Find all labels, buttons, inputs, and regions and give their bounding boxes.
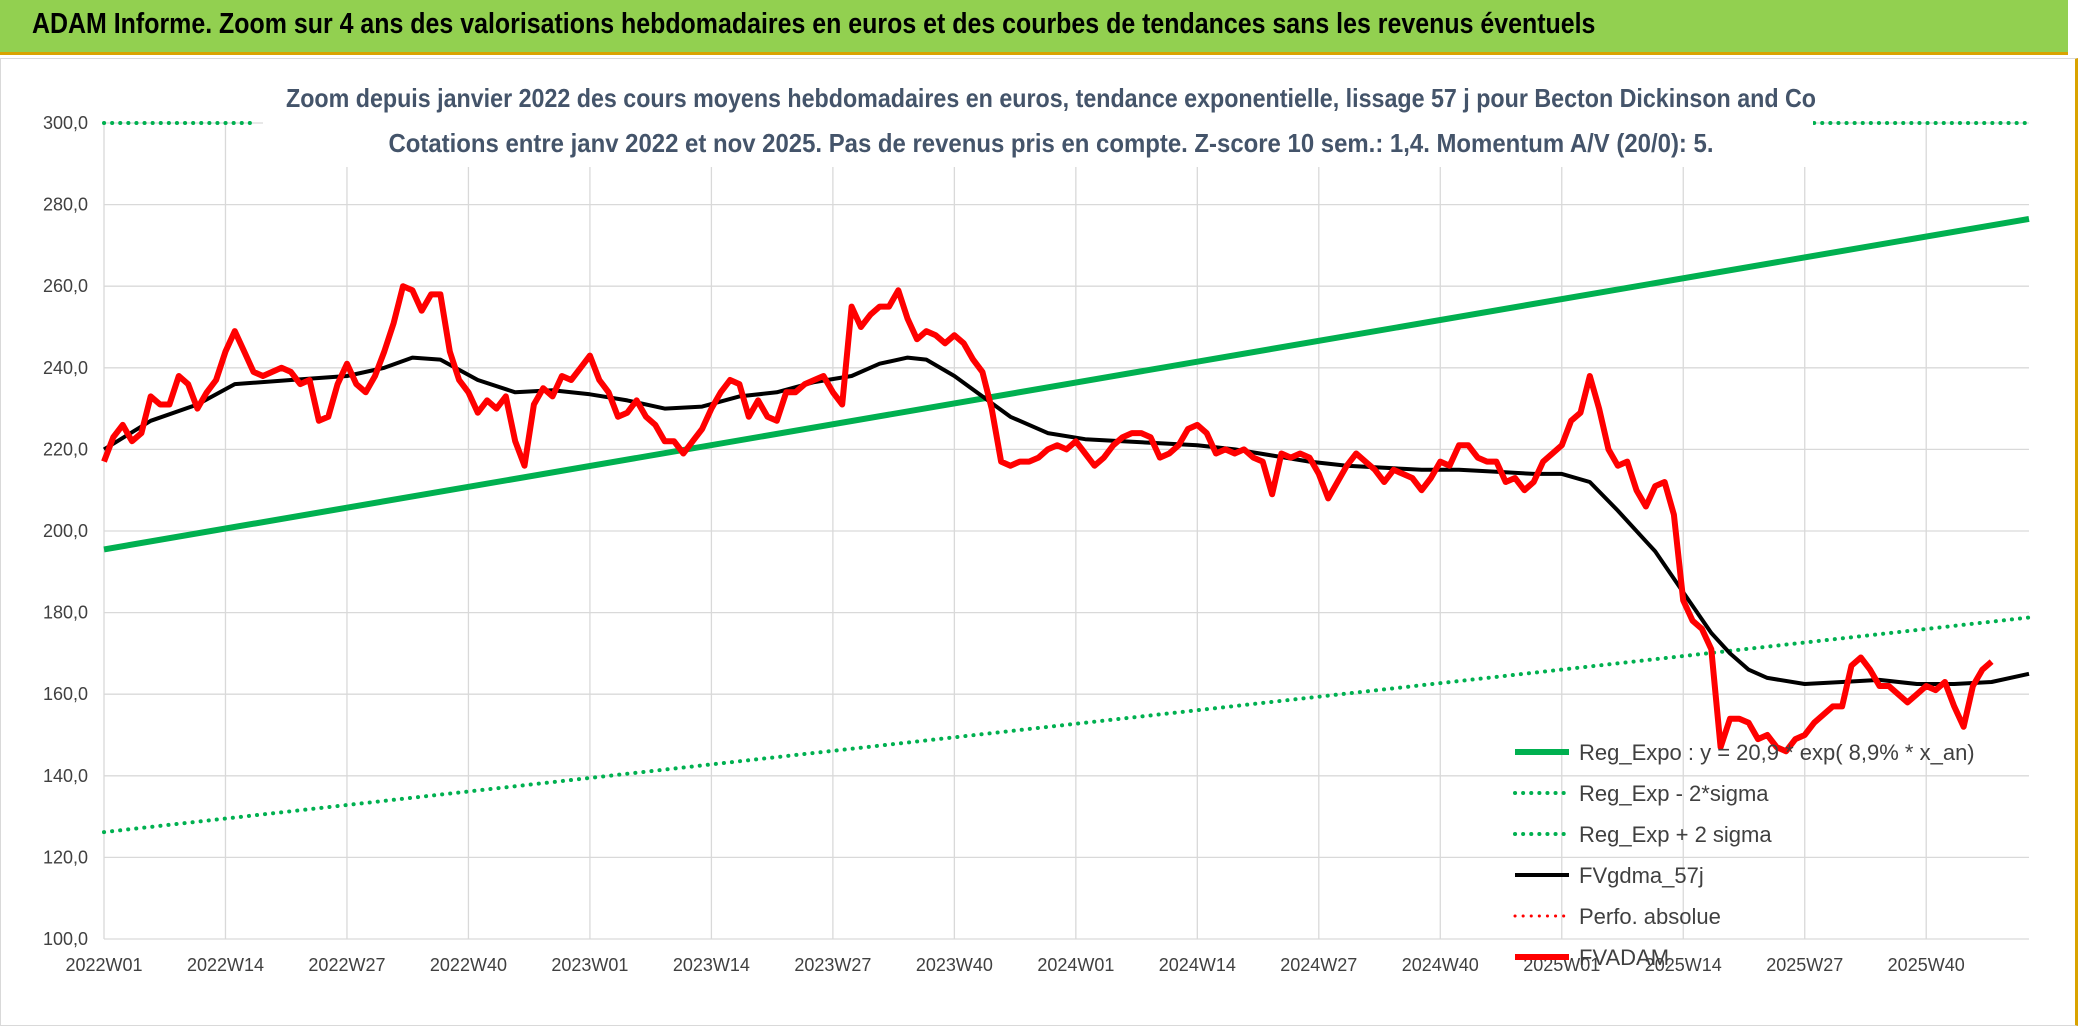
title-banner: ADAM Informe. Zoom sur 4 ans des valoris…: [0, 0, 2068, 55]
y-tick-label: 120,0: [43, 847, 88, 867]
y-tick-label: 180,0: [43, 603, 88, 623]
x-tick-label: 2024W01: [1037, 955, 1114, 975]
x-tick-label: 2023W40: [916, 955, 993, 975]
x-tick-label: 2025W14: [1645, 955, 1722, 975]
chart-title: Zoom depuis janvier 2022 des cours moyen…: [286, 83, 1816, 113]
series-line-0: [103, 215, 2030, 553]
x-tick-label: 2024W40: [1402, 955, 1479, 975]
x-tick-label: 2022W01: [65, 955, 142, 975]
legend-label: FVgdma_57j: [1579, 863, 1704, 888]
series-line-3: [102, 355, 2030, 686]
y-tick-label: 200,0: [43, 521, 88, 541]
chart-area: 300,0 280,0 260,0 240,0 220,0 200,0 180,0 160,0…: [0, 58, 2078, 1026]
banner-title: ADAM Informe. Zoom sur 4 ans des valoris…: [32, 8, 1596, 40]
x-tick-label: 2023W14: [673, 955, 750, 975]
y-tick-label: 100,0: [43, 929, 88, 949]
gridlines: [103, 122, 2029, 940]
line-chart: 300,0 280,0 260,0 240,0 220,0 200,0 180,0 160,0…: [43, 63, 2031, 975]
legend-label: Reg_Exp - 2*sigma: [1579, 781, 1769, 806]
x-tick-label: 2024W27: [1280, 955, 1357, 975]
y-tick-label: 160,0: [43, 684, 88, 704]
chart-subtitle: Cotations entre janv 2022 et nov 2025. P…: [389, 128, 1714, 158]
y-tick-label: 140,0: [43, 766, 88, 786]
y-tick-label: 260,0: [43, 276, 88, 296]
x-tick-label: 2025W27: [1766, 955, 1843, 975]
x-tick-label: 2022W14: [187, 955, 264, 975]
x-axis-ticks: 2022W01 2022W14 2022W27 2022W40 2023W01 2023W…: [65, 955, 1964, 975]
x-tick-label: 2023W27: [794, 955, 871, 975]
x-tick-label: 2025W40: [1888, 955, 1965, 975]
y-tick-label: 280,0: [43, 195, 88, 215]
y-tick-label: 240,0: [43, 358, 88, 378]
x-tick-label: 2024W14: [1159, 955, 1236, 975]
series-line-1: [102, 615, 2031, 835]
series-lines: [101, 121, 2031, 835]
legend-label: Reg_Expo : y = 20,9 * exp( 8,9% * x_an): [1579, 740, 1975, 765]
legend: Reg_Expo : y = 20,9 * exp( 8,9% * x_an) R…: [1513, 740, 1975, 970]
x-tick-label: 2023W01: [551, 955, 628, 975]
y-axis-ticks: 300,0 280,0 260,0 240,0 220,0 200,0 180,0 160,0…: [43, 113, 88, 949]
legend-label: FVADAM: [1579, 945, 1669, 970]
chart-title-background: [263, 63, 1813, 167]
x-tick-label: 2022W40: [430, 955, 507, 975]
legend-label: Perfo. absolue: [1579, 904, 1721, 929]
series-line-5: [101, 283, 1994, 755]
y-tick-label: 300,0: [43, 113, 88, 133]
x-tick-label: 2022W27: [308, 955, 385, 975]
legend-label: Reg_Exp + 2 sigma: [1579, 822, 1772, 847]
y-tick-label: 220,0: [43, 439, 88, 459]
